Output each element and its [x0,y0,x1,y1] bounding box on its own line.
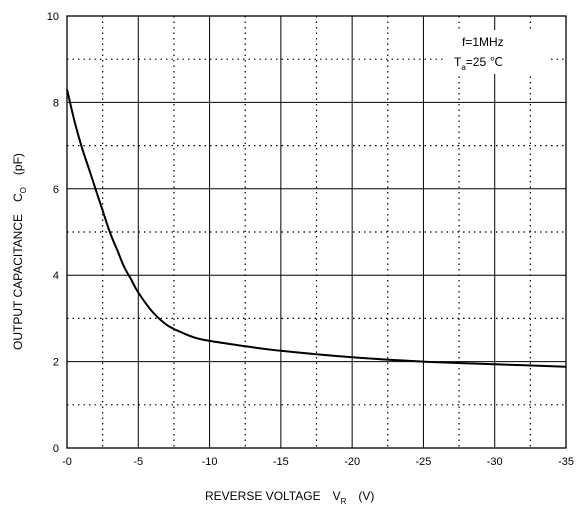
y-tick-label: 8 [53,97,59,109]
x-tick-label: -15 [273,456,289,468]
x-tick-label: -10 [202,456,218,468]
x-tick-label: -35 [558,456,574,468]
y-tick-label: 2 [53,357,59,369]
plot-frame [66,15,567,449]
x-tick-label: -30 [487,456,503,468]
y-tick-label: 4 [53,270,59,282]
x-tick-label: -25 [415,456,431,468]
y-tick-label: 0 [53,443,59,455]
capacitance-curve [66,89,567,368]
x-tick-label: -5 [133,456,143,468]
major-gridlines [67,16,566,448]
annotation-frequency: f=1MHz [462,35,504,49]
y-tick-label: 6 [53,184,59,196]
x-tick-labels: -0 -5 -10 -15 -20 -25 -30 -35 [62,456,574,468]
y-tick-labels: 0 2 4 6 8 10 [47,11,59,455]
annotation-temperature: Ta=25 ℃ [454,55,503,72]
x-axis-title: REVERSE VOLTAGE VR (V) [205,489,374,506]
annotation-backdrop [446,30,550,74]
y-tick-label: 10 [47,11,59,23]
minor-gridlines [67,16,566,448]
x-tick-label: -0 [62,456,72,468]
x-tick-label: -20 [344,456,360,468]
y-axis-title: OUTPUT CAPACITANCECO(pF) [11,153,28,350]
